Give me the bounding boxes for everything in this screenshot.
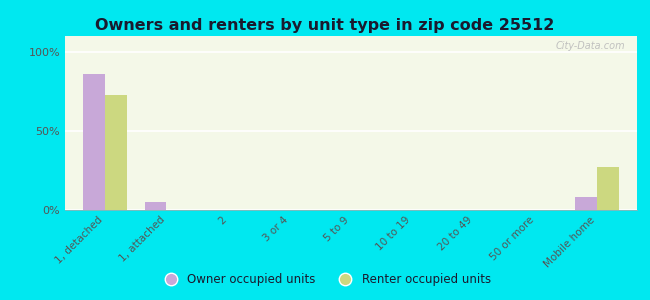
Legend: Owner occupied units, Renter occupied units: Owner occupied units, Renter occupied un… (154, 269, 496, 291)
Bar (597, 167, 619, 210)
Bar (83, 74, 105, 210)
Bar (105, 94, 127, 210)
Bar (575, 197, 597, 210)
Bar (145, 202, 166, 210)
Text: Owners and renters by unit type in zip code 25512: Owners and renters by unit type in zip c… (96, 18, 554, 33)
Text: City-Data.com: City-Data.com (556, 41, 625, 51)
